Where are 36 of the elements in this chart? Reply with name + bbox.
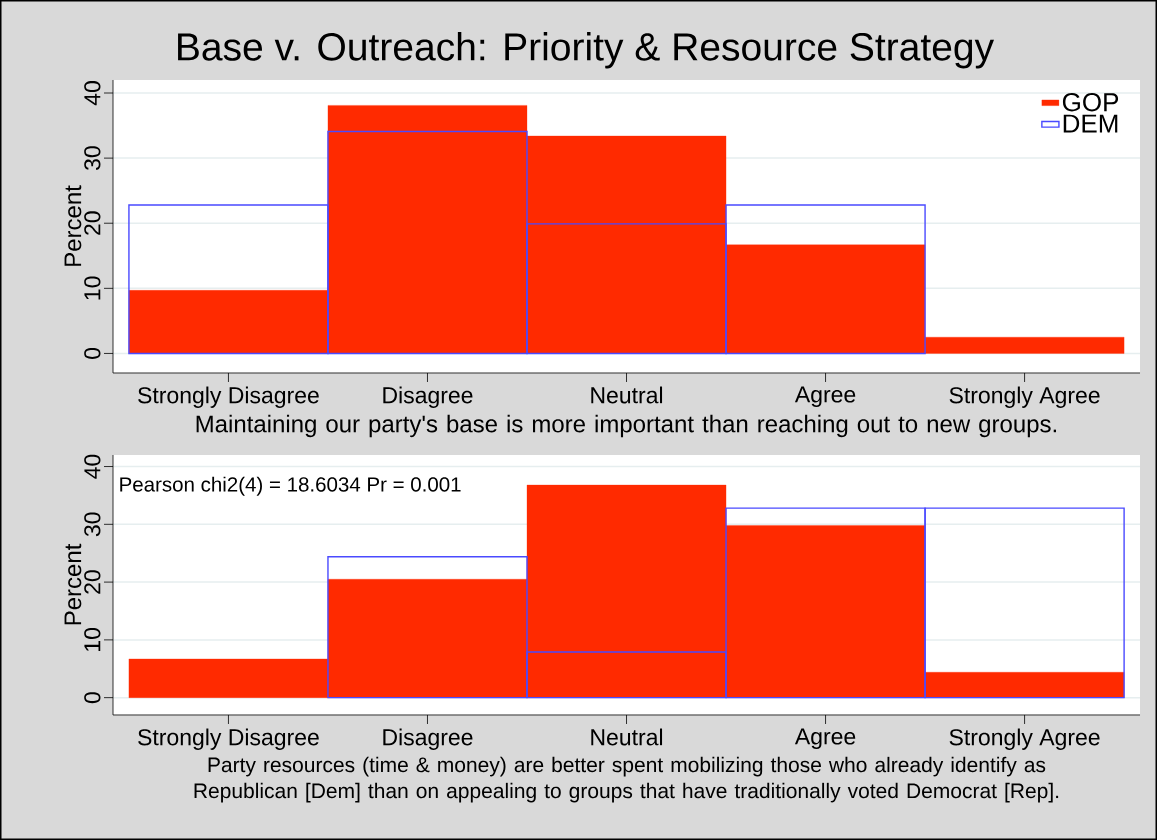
bar [924, 337, 1125, 354]
x-tick-label: Neutral [591, 728, 663, 746]
bar [725, 244, 926, 354]
legend-label: DEM [1063, 114, 1118, 133]
y-tick-label: 40 [84, 454, 101, 479]
x-tick-label: Neutral [591, 386, 663, 404]
x-tick-label: Agree [794, 386, 856, 408]
bar [327, 579, 528, 698]
bar [128, 290, 329, 354]
y-tick-label: 10 [84, 627, 101, 651]
y-tick-label: 20 [84, 211, 101, 235]
x-tick-label: Strongly Agree [949, 728, 1100, 750]
bar [526, 135, 727, 354]
y-axis-title: Percent [64, 543, 82, 625]
x-tick-label: Strongly Disagree [138, 386, 319, 408]
x-tick-label: Strongly Agree [949, 386, 1100, 408]
x-tick-label: Agree [794, 728, 856, 750]
annotation: Pearson chi2(4) = 18.6034 Pr = 0.001 [120, 476, 461, 496]
y-tick-label: 0 [84, 347, 101, 359]
y-tick-label: 0 [84, 692, 101, 704]
y-tick-label: 30 [84, 512, 101, 537]
bar [924, 672, 1125, 698]
y-tick-label: 20 [84, 570, 101, 594]
chart-title: Base v. Outreach: Priority & Resource Strategy [178, 32, 995, 69]
legend-label: GOP [1062, 92, 1119, 112]
x-tick-label: Disagree [383, 728, 473, 750]
y-tick-label: 30 [84, 146, 101, 171]
y-axis-title: Percent [64, 185, 82, 266]
y-tick-label: 10 [84, 276, 101, 300]
bar [128, 658, 329, 698]
x-tick-label: Disagree [383, 386, 473, 408]
bar [526, 484, 727, 698]
y-tick-label: 40 [84, 81, 101, 106]
x-tick-label: Strongly Disagree [138, 728, 319, 750]
x-axis-title: Maintaining our party's base is more important than reaching out to new groups. [196, 414, 1056, 438]
x-axis-title: Party resources (time & money) are better spent mobilizing those who already identify as Republican [Dem] than on appealing to groups that have traditionally voted Democrat [Rep]. [194, 756, 1059, 803]
